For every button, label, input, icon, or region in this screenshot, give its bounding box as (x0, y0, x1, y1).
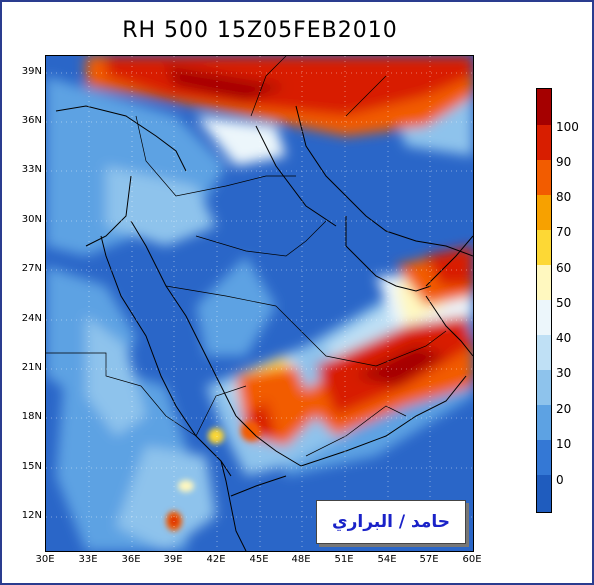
lat-label: 15N (21, 461, 42, 472)
coastlines (55, 105, 473, 551)
rh-field-svg (46, 56, 473, 551)
lat-label: 36N (21, 115, 42, 126)
lon-label: 36E (121, 554, 141, 565)
lon-label: 45E (249, 554, 269, 565)
colorbar-segment (537, 89, 551, 125)
colorbar-segment (537, 230, 551, 265)
rh-shading (46, 56, 473, 551)
lat-label: 18N (21, 411, 42, 422)
lon-label: 33E (78, 554, 98, 565)
colorbar-segment (537, 475, 551, 512)
colorbar-label: 70 (556, 225, 572, 239)
colorbar-label: 50 (556, 296, 572, 310)
lat-label: 27N (21, 263, 42, 274)
colorbar-segment (537, 195, 551, 230)
colorbar-label: 20 (556, 402, 572, 416)
colorbar-label: 100 (556, 120, 579, 134)
colorbar-label: 30 (556, 366, 572, 380)
lon-label: 51E (334, 554, 354, 565)
lon-label: 57E (419, 554, 439, 565)
map-title: RH 500 15Z05FEB2010 (122, 18, 398, 43)
lat-label: 33N (21, 164, 42, 175)
colorbar-label: 40 (556, 331, 572, 345)
colorbar-segment (537, 370, 551, 405)
colorbar-segment (537, 160, 551, 195)
lon-label: 54E (377, 554, 397, 565)
colorbar-label: 90 (556, 155, 572, 169)
lat-label: 21N (21, 362, 42, 373)
lat-label: 12N (21, 510, 42, 521)
author-signature: حامد / البراري (316, 500, 466, 544)
lon-label: 30E (35, 554, 55, 565)
country-borders (46, 56, 447, 457)
lat-label: 30N (21, 214, 42, 225)
lon-label: 60E (462, 554, 482, 565)
colorbar-label: 0 (556, 473, 564, 487)
colorbar-segment (537, 300, 551, 335)
colorbar-segment (537, 265, 551, 300)
colorbar-segment (537, 125, 551, 160)
colorbar (536, 88, 552, 513)
colorbar-label: 10 (556, 437, 572, 451)
colorbar-label: 60 (556, 261, 572, 275)
colorbar-segment (537, 440, 551, 475)
lon-label: 42E (206, 554, 226, 565)
colorbar-segment (537, 405, 551, 440)
lon-label: 39E (163, 554, 183, 565)
lon-label: 48E (291, 554, 311, 565)
lat-label: 39N (21, 66, 42, 77)
colorbar-segment (537, 335, 551, 370)
rh-map (45, 55, 474, 552)
colorbar-label: 80 (556, 190, 572, 204)
lat-label: 24N (21, 313, 42, 324)
